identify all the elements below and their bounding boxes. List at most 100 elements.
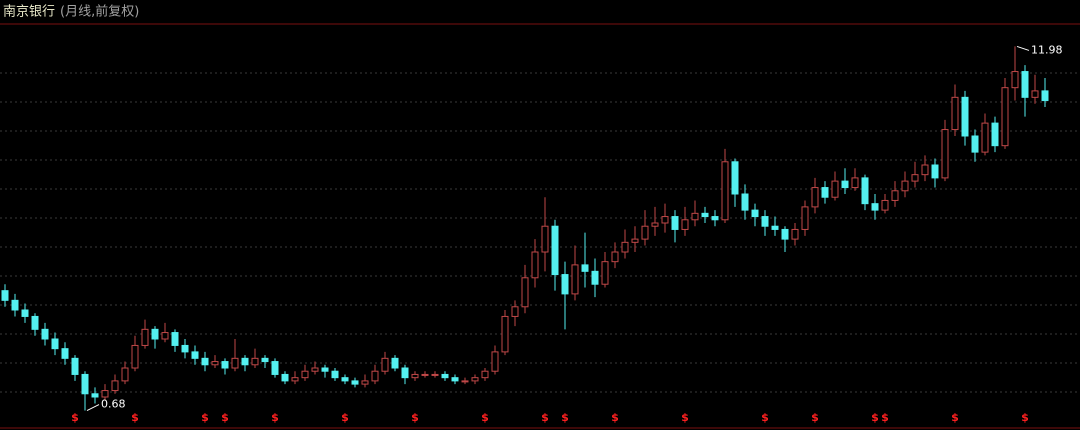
candle-body xyxy=(981,122,989,153)
candle-body xyxy=(211,361,219,366)
candle-body xyxy=(361,380,369,385)
candle-body xyxy=(921,164,929,176)
dividend-marker: $ xyxy=(871,411,879,424)
candle-body xyxy=(911,174,919,182)
candle-body xyxy=(691,212,699,221)
dividend-marker: $ xyxy=(881,411,889,424)
dividend-marker: $ xyxy=(1021,411,1029,424)
candle-body xyxy=(351,380,359,385)
dividend-marker: $ xyxy=(71,411,79,424)
candle-body xyxy=(771,225,779,230)
dividend-marker: $ xyxy=(341,411,349,424)
candle-body xyxy=(81,373,89,395)
candle-body xyxy=(831,180,839,198)
candle-body xyxy=(791,228,799,240)
candle-body xyxy=(231,357,239,369)
candle-body xyxy=(931,164,939,179)
candle-body xyxy=(871,203,879,211)
dividend-marker: $ xyxy=(761,411,769,424)
chart-subtitle: (月线,前复权) xyxy=(60,4,139,20)
candle-body xyxy=(821,187,829,198)
candle-body xyxy=(841,180,849,189)
candle-body xyxy=(171,332,179,346)
candle-body xyxy=(301,370,309,379)
dividend-marker: $ xyxy=(201,411,209,424)
candle-body xyxy=(151,328,159,340)
candle-body xyxy=(71,357,79,375)
candle-body xyxy=(631,238,639,243)
candle-body xyxy=(61,348,69,359)
candle-body xyxy=(461,380,469,383)
candle-body xyxy=(191,351,199,359)
max-pointer xyxy=(1016,45,1030,51)
candle-body xyxy=(331,370,339,379)
candle-body xyxy=(1011,71,1019,89)
candle-body xyxy=(1001,87,1009,147)
dividend-marker: $ xyxy=(951,411,959,424)
candle-body xyxy=(651,222,659,227)
candle-body xyxy=(271,361,279,375)
candle-body xyxy=(401,367,409,379)
candle-body xyxy=(91,393,99,398)
candle-body xyxy=(261,357,269,363)
candle-body xyxy=(291,377,299,382)
grid xyxy=(0,72,1080,393)
candle-body xyxy=(811,187,819,208)
candle-body xyxy=(201,357,209,366)
min-label: 0.68 xyxy=(101,398,126,411)
dividend-marker: $ xyxy=(561,411,569,424)
candle-body xyxy=(851,177,859,189)
candle-body xyxy=(1021,71,1029,98)
candle-body xyxy=(251,357,259,366)
candle-body xyxy=(51,338,59,350)
candle-body xyxy=(481,370,489,379)
candle-body xyxy=(521,277,529,308)
dividend-marker: $ xyxy=(131,411,139,424)
candle-body xyxy=(751,209,759,218)
candle-body xyxy=(621,241,629,253)
candle-body xyxy=(591,270,599,285)
candle-body xyxy=(471,377,479,382)
candle-body xyxy=(701,212,709,218)
candle-body xyxy=(891,190,899,201)
candle-body xyxy=(11,299,19,311)
candle-body xyxy=(551,225,559,276)
candle-body xyxy=(951,96,959,131)
candle-body xyxy=(661,216,669,224)
candle-body xyxy=(671,216,679,230)
candle-body xyxy=(441,373,449,379)
candle-body xyxy=(411,373,419,379)
dividend-marker: $ xyxy=(411,411,419,424)
candle-body xyxy=(241,357,249,366)
candle-body xyxy=(311,367,319,372)
candle-body xyxy=(491,351,499,372)
candle-body xyxy=(431,373,439,376)
candle-body xyxy=(721,161,729,221)
candle-body xyxy=(581,264,589,272)
candle-body xyxy=(731,161,739,195)
candle-body xyxy=(531,251,539,279)
candle-body xyxy=(451,377,459,382)
min-pointer xyxy=(86,404,100,411)
max-label: 11.98 xyxy=(1031,43,1063,56)
candle-body xyxy=(611,251,619,263)
candle-body xyxy=(781,228,789,240)
candle-body xyxy=(501,315,509,353)
candle-body xyxy=(1,290,9,301)
candle-body xyxy=(941,129,949,179)
candle-body xyxy=(371,370,379,382)
candle-body xyxy=(141,328,149,346)
dividend-marker: $ xyxy=(481,411,489,424)
dividend-marker: $ xyxy=(611,411,619,424)
candle-body xyxy=(381,357,389,372)
candle-body xyxy=(161,332,169,340)
candle-body xyxy=(561,274,569,295)
candle-body xyxy=(341,377,349,382)
candle-body xyxy=(1031,90,1039,98)
candle-body xyxy=(641,225,649,240)
candle-body xyxy=(601,261,609,285)
candle-body xyxy=(741,193,749,211)
candle-body xyxy=(221,361,229,369)
dividend-marker: $ xyxy=(811,411,819,424)
